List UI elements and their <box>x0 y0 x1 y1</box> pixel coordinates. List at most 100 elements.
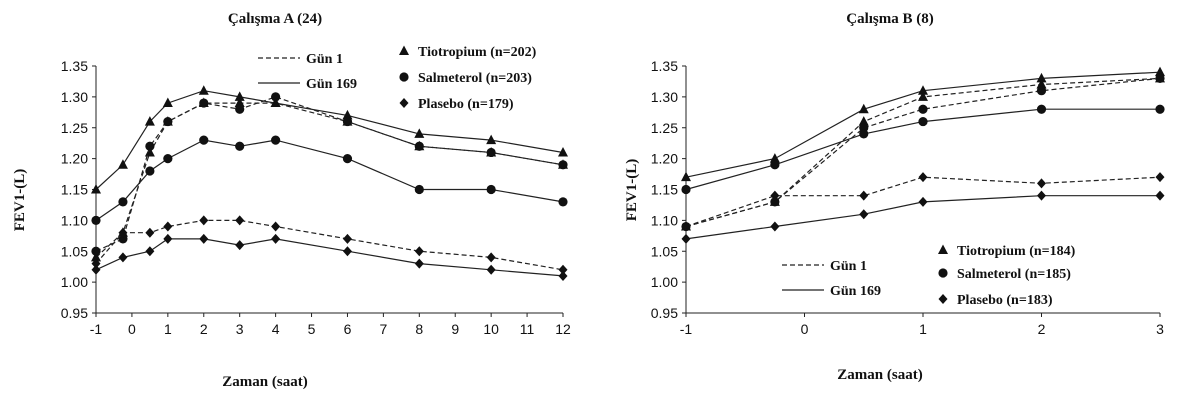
chart-a-point-plasebo-dashed <box>91 258 101 269</box>
chart-a-point-plasebo-solid <box>271 233 281 244</box>
chart-a-legend-triangle-icon <box>399 45 409 55</box>
chart-b-point-tiotropium-dashed <box>1036 79 1047 89</box>
chart-a-xlabel: Zaman (saat) <box>222 374 307 390</box>
chart-study-a: Çalışma A (24) Zaman (saat) FEV1-(L) 0.9… <box>12 11 571 390</box>
chart-b-y-tick-label: 1.10 <box>651 212 678 228</box>
chart-b-line-salmeterol-dashed <box>685 77 1161 228</box>
chart-b-point-tiotropium-solid <box>918 85 928 95</box>
chart-b-point-salmeterol-solid <box>681 184 691 195</box>
chart-a-y-tick-label: 1.35 <box>61 58 88 74</box>
chart-b-point-plasebo-solid <box>918 196 928 207</box>
chart-a-x-tick-label: 8 <box>415 321 423 337</box>
chart-a-point-plasebo-dashed <box>271 221 281 232</box>
chart-b-point-tiotropium-dashed <box>858 116 869 126</box>
chart-a-axes: 0.95 1.00 1.05 1.10 1.15 1.20 1.25 1.30 1.35 -1 0 1… <box>61 58 571 337</box>
chart-b-point-tiotropium-solid <box>858 103 869 114</box>
chart-b-y-tick-label: 0.95 <box>651 305 678 321</box>
chart-b-y-tick-label: 1.00 <box>651 274 678 290</box>
chart-a-y-tick-label: 1.00 <box>61 274 88 290</box>
chart-b-legend-line-label: Gün 1 <box>830 259 867 274</box>
chart-a-ylabel: FEV1-(L) <box>12 169 28 232</box>
chart-b-point-salmeterol-solid <box>770 160 780 170</box>
chart-b-point-plasebo-dashed <box>859 190 869 201</box>
chart-b-legend-marker-label: Tiotropium (n=184) <box>957 244 1076 259</box>
chart-a-y-tick-label: 0.95 <box>61 305 88 321</box>
chart-b-legend-line-label: Gün 169 <box>830 284 881 299</box>
chart-b-point-plasebo-dashed <box>770 190 780 201</box>
chart-a-title: Çalışma A (24) <box>228 11 322 27</box>
chart-a-point-plasebo-dashed <box>145 227 155 238</box>
chart-a-point-salmeterol-solid <box>271 135 281 145</box>
chart-a-point-salmeterol-dashed <box>414 141 424 151</box>
chart-a-point-tiotropium-dashed <box>144 146 155 157</box>
chart-a-point-plasebo-solid <box>414 258 424 269</box>
chart-a-line-plasebo-dashed <box>95 219 564 271</box>
chart-a-point-plasebo-dashed <box>342 233 352 244</box>
chart-b-x-tick-label: 0 <box>801 321 809 337</box>
chart-a-y-tick-label: 1.25 <box>61 120 88 136</box>
chart-a-legend-marker-label: Salmeterol (n=203) <box>418 71 532 86</box>
chart-b-point-tiotropium-solid <box>681 171 691 182</box>
chart-a-x-tick-label: 9 <box>451 321 459 337</box>
chart-a-y-tick-label: 1.05 <box>61 243 88 259</box>
chart-b-point-salmeterol-dashed <box>770 197 780 207</box>
chart-b-y-tick-label: 1.15 <box>651 182 678 198</box>
chart-b-point-plasebo-solid <box>1155 190 1165 201</box>
chart-a-point-tiotropium-solid <box>414 128 425 138</box>
chart-a-y-tick-label: 1.30 <box>61 89 88 105</box>
chart-a-y-tick-label: 1.20 <box>61 151 88 167</box>
chart-b-legend-triangle-icon <box>938 244 948 254</box>
chart-a-point-plasebo-solid <box>163 233 173 244</box>
chart-a-point-salmeterol-dashed <box>271 92 281 102</box>
chart-a-x-tick-label: 10 <box>483 321 499 337</box>
chart-a-point-plasebo-solid <box>199 233 209 244</box>
chart-b-title: Çalışma B (8) <box>846 11 934 27</box>
chart-b-point-plasebo-dashed <box>681 221 691 232</box>
chart-b-legend: Gün 1 Gün 169 Tiotropium (n=184) Salmeterol… <box>782 244 1076 308</box>
chart-a-line-tiotropium-dashed <box>95 102 564 258</box>
chart-b-point-tiotropium-solid <box>1036 72 1047 83</box>
chart-b-legend-circle-icon <box>938 268 948 278</box>
chart-b-legend-marker-label: Salmeterol (n=185) <box>957 267 1071 282</box>
chart-a-x-tick-label: 11 <box>520 321 535 337</box>
chart-a-point-salmeterol-dashed <box>145 141 155 151</box>
chart-study-b: Çalışma B (8) Zaman (saat) FEV1-(L) 0.95… <box>624 11 1165 383</box>
chart-b-point-salmeterol-dashed <box>1036 86 1047 96</box>
chart-a-point-salmeterol-dashed <box>558 160 568 170</box>
chart-a-point-plasebo-dashed <box>118 227 128 238</box>
chart-a-point-tiotropium-solid <box>234 91 245 101</box>
chart-b-point-salmeterol-solid <box>918 116 928 127</box>
chart-b-point-tiotropium-dashed <box>918 91 928 101</box>
chart-b-axes: 0.95 1.00 1.05 1.10 1.15 1.20 1.25 1.30 1.35 -1 0 1… <box>651 58 1164 337</box>
chart-b-legend-diamond-icon <box>938 294 948 304</box>
chart-b-point-salmeterol-solid <box>859 129 869 139</box>
chart-a-point-salmeterol-dashed <box>486 147 496 158</box>
chart-a-point-plasebo-dashed <box>235 215 245 226</box>
chart-b-y-tick-label: 1.35 <box>651 58 678 74</box>
chart-b-ylabel: FEV1-(L) <box>624 159 640 222</box>
chart-a-point-salmeterol-solid <box>199 135 209 145</box>
chart-a-series <box>91 85 568 281</box>
chart-b-y-tick-label: 1.05 <box>651 243 678 259</box>
chart-a-x-tick-label: 2 <box>200 321 208 337</box>
chart-a-point-plasebo-dashed <box>163 221 173 232</box>
chart-b-legend-marker-label: Plasebo (n=183) <box>957 293 1053 308</box>
chart-a-point-tiotropium-dashed <box>91 251 101 262</box>
chart-a-legend-marker-label: Plasebo (n=179) <box>418 97 514 112</box>
chart-a-point-salmeterol-solid <box>118 197 128 207</box>
chart-a-legend-line-label: Gün 1 <box>306 52 343 67</box>
chart-a-point-tiotropium-solid <box>486 134 497 145</box>
chart-a-point-salmeterol-solid <box>558 197 568 207</box>
chart-a-point-tiotropium-solid <box>144 116 155 126</box>
chart-b-point-plasebo-solid <box>770 221 780 232</box>
chart-b-x-tick-label: 1 <box>919 321 927 337</box>
chart-a-point-plasebo-solid <box>486 264 496 275</box>
chart-a-legend-diamond-icon <box>399 98 409 108</box>
chart-b-x-tick-label: 3 <box>1156 321 1164 337</box>
chart-a-point-plasebo-solid <box>342 246 352 257</box>
chart-a-point-tiotropium-solid <box>162 97 173 108</box>
chart-a-legend-line-label: Gün 169 <box>306 77 357 92</box>
chart-b-point-plasebo-solid <box>1037 190 1046 201</box>
chart-b-line-tiotropium-solid <box>685 71 1161 178</box>
